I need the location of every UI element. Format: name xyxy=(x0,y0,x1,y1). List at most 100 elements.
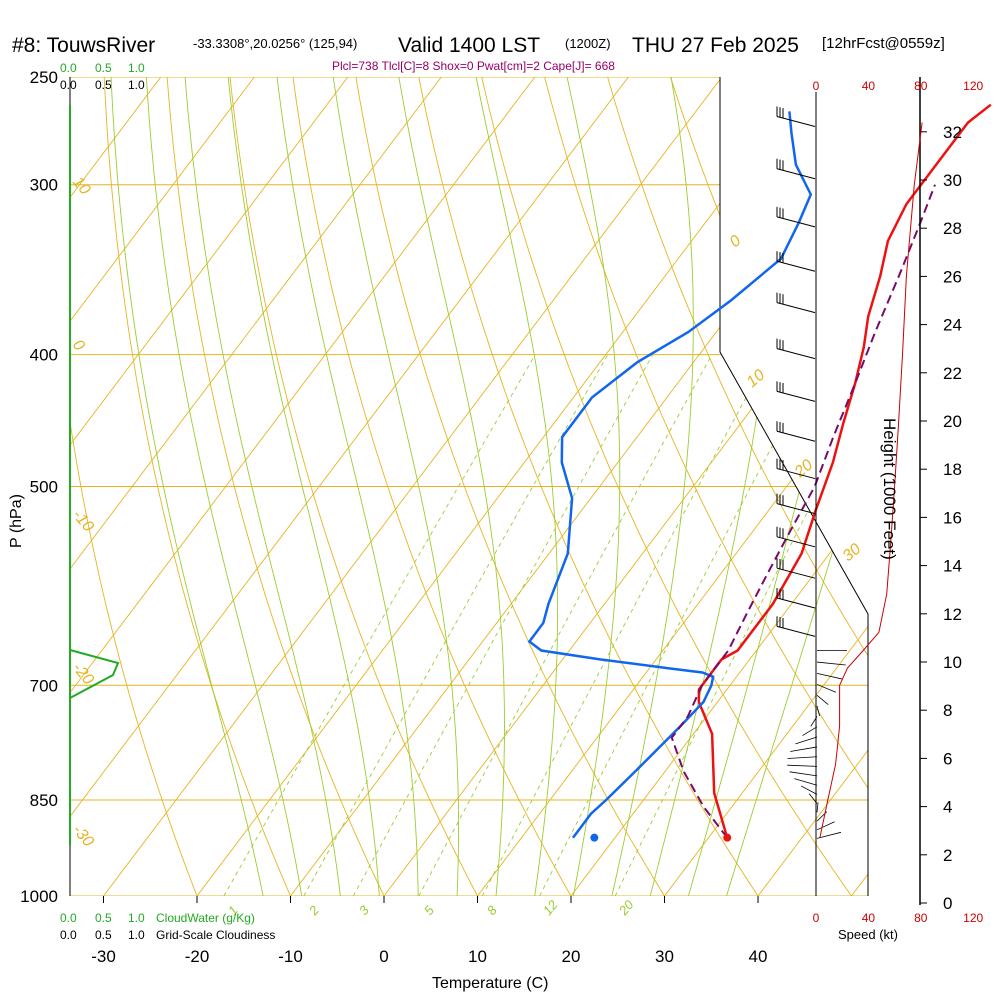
x-axis-ticks: -30 -20 -10 0 10 20 30 40 xyxy=(91,896,767,966)
height-tick-label: 24 xyxy=(943,316,962,335)
zulu-time: (1200Z) xyxy=(565,36,611,51)
height-tick-label: 32 xyxy=(943,123,962,142)
height-tick-label: 22 xyxy=(943,364,962,383)
mixing-ratio-label: 5 xyxy=(421,902,438,918)
pressure-tick-label: 850 xyxy=(30,791,58,810)
height-tick-label: 14 xyxy=(943,557,962,576)
cloudiness-tick: 0.0 xyxy=(60,78,77,92)
height-tick-label: 20 xyxy=(943,412,962,431)
cloudwater-tick: 0.5 xyxy=(95,911,112,925)
wind-barb-staff xyxy=(776,260,816,272)
wind-barb-staff xyxy=(802,726,818,736)
wind-barb-staff xyxy=(776,468,816,480)
pressure-tick-label: 500 xyxy=(30,478,58,497)
mixing-ratio-label: 2 xyxy=(305,902,322,919)
wind-barb-staff xyxy=(776,567,816,579)
valid-date: THU 27 Feb 2025 xyxy=(632,34,799,57)
speed-tick-label: 80 xyxy=(914,911,928,925)
moist-adiabat-line xyxy=(717,77,868,896)
pressure-tick-label: 400 xyxy=(30,346,58,365)
moist-adiabat-line xyxy=(144,77,307,896)
wind-profile xyxy=(776,106,847,839)
mixing-ratio-line xyxy=(352,354,654,896)
wind-barb-staff xyxy=(776,597,816,609)
isotherm-line xyxy=(70,77,349,896)
dry-adiabat-line xyxy=(227,77,494,896)
dry-adiabat-line xyxy=(70,77,209,896)
dry-adiabat-line xyxy=(849,77,868,896)
dry-adiabat-line xyxy=(102,77,304,896)
wind-barb-staff xyxy=(789,771,818,777)
background-lines xyxy=(70,77,1000,896)
pressure-tick-label: 300 xyxy=(30,176,58,195)
height-tick-label: 10 xyxy=(943,653,962,672)
wind-barb-staff xyxy=(776,348,816,360)
mixing-ratio-line xyxy=(418,354,713,896)
moist-adiabat-line xyxy=(182,77,344,896)
speed-ticks-bottom: 0 40 80 120 xyxy=(813,911,984,925)
cloudwater-tick: 0.0 xyxy=(60,911,77,925)
x-tick-label: -10 xyxy=(278,947,303,966)
pressure-ticks: 250 300 400 500 700 850 1000 xyxy=(20,68,58,906)
surface-temperature-marker xyxy=(723,833,732,842)
height-tick-label: 30 xyxy=(943,171,962,190)
cloudiness-label: Grid-Scale Cloudiness xyxy=(156,928,275,942)
isotherm-label: -20 xyxy=(69,660,97,689)
x-tick-label: -20 xyxy=(185,947,210,966)
wind-barb-staff xyxy=(790,746,818,752)
cloudiness-tick: 0.5 xyxy=(95,78,112,92)
forecast-info: [12hrFcst@0559z] xyxy=(822,35,945,52)
wind-barb-staff xyxy=(776,390,816,402)
wind-barb-staff xyxy=(816,821,835,831)
isotherm-line xyxy=(945,77,1000,896)
x-tick-label: -30 xyxy=(91,947,116,966)
wind-barb-staff xyxy=(816,802,819,813)
wind-barb-staff xyxy=(794,778,818,786)
isotherm-label: 0 xyxy=(727,232,745,251)
mixing-ratio-label: 20 xyxy=(615,897,637,919)
dewpoint-profile-line xyxy=(527,111,813,839)
x-tick-label: 10 xyxy=(468,947,487,966)
wind-barb-staff xyxy=(787,756,818,759)
wind-barb-staff xyxy=(776,536,816,548)
x-tick-label: 0 xyxy=(379,947,388,966)
height-tick-label: 4 xyxy=(943,798,952,817)
dry-adiabat-line xyxy=(600,77,868,896)
height-tick-label: 0 xyxy=(943,894,952,913)
speed-tick-label: 120 xyxy=(963,79,983,93)
cloudwater-label: CloudWater (g/Kg) xyxy=(156,911,255,925)
moist-adiabat-line xyxy=(561,77,621,896)
mixing-ratio-label: 12 xyxy=(540,897,561,918)
mixing-ratio-line xyxy=(539,354,821,896)
isotherm-line xyxy=(664,77,868,896)
cloudiness-tick: 0.0 xyxy=(60,928,77,942)
top-scales: 0.0 0.5 1.0 0.0 0.5 1.0 xyxy=(60,61,145,92)
cloud-water-profile xyxy=(69,649,120,699)
valid-time: Valid 1400 LST xyxy=(398,34,540,57)
cloudwater-tick: 0.0 xyxy=(60,61,77,75)
moist-adiabat-line xyxy=(329,77,459,896)
height-tick-label: 8 xyxy=(943,701,952,720)
wind-barb-staff xyxy=(816,661,846,666)
moist-adiabat-line xyxy=(394,77,505,896)
moist-adiabat-line xyxy=(273,77,419,896)
wind-barb-staff xyxy=(776,430,816,442)
wind-barb-staff xyxy=(776,115,816,127)
temperature-profile-line xyxy=(697,103,992,839)
dry-adiabat-line xyxy=(475,77,868,896)
isotherm-line xyxy=(70,77,255,896)
x-axis-label: Temperature (C) xyxy=(432,975,548,992)
wind-barb-staff xyxy=(776,302,816,314)
speed-profile-line xyxy=(819,122,923,838)
x-tick-label: 20 xyxy=(562,947,581,966)
speed-tick-label: 40 xyxy=(862,79,876,93)
x-tick-label: 30 xyxy=(655,947,674,966)
pressure-tick-label: 1000 xyxy=(20,887,58,906)
dry-adiabat-line xyxy=(538,77,868,896)
wind-barb-staff xyxy=(816,695,829,705)
wind-barb-staff xyxy=(776,503,816,515)
plot-frame-line xyxy=(719,77,869,896)
